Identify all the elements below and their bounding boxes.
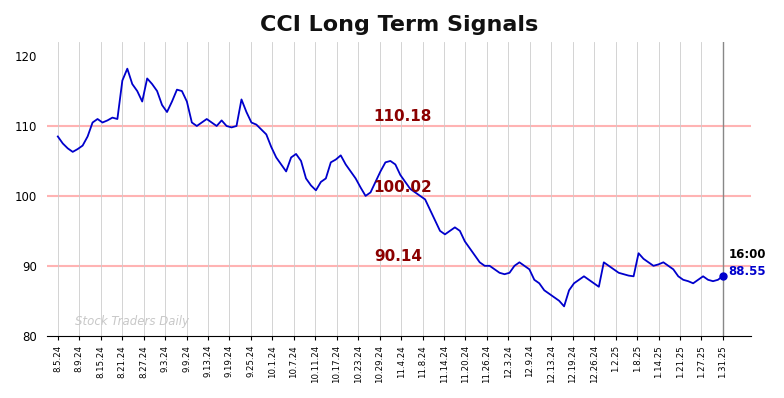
- Text: 90.14: 90.14: [374, 249, 422, 263]
- Text: 100.02: 100.02: [374, 179, 433, 195]
- Text: 88.55: 88.55: [728, 265, 766, 277]
- Title: CCI Long Term Signals: CCI Long Term Signals: [260, 15, 538, 35]
- Text: 16:00: 16:00: [728, 248, 766, 261]
- Text: 110.18: 110.18: [374, 109, 432, 123]
- Text: Stock Traders Daily: Stock Traders Daily: [75, 315, 189, 328]
